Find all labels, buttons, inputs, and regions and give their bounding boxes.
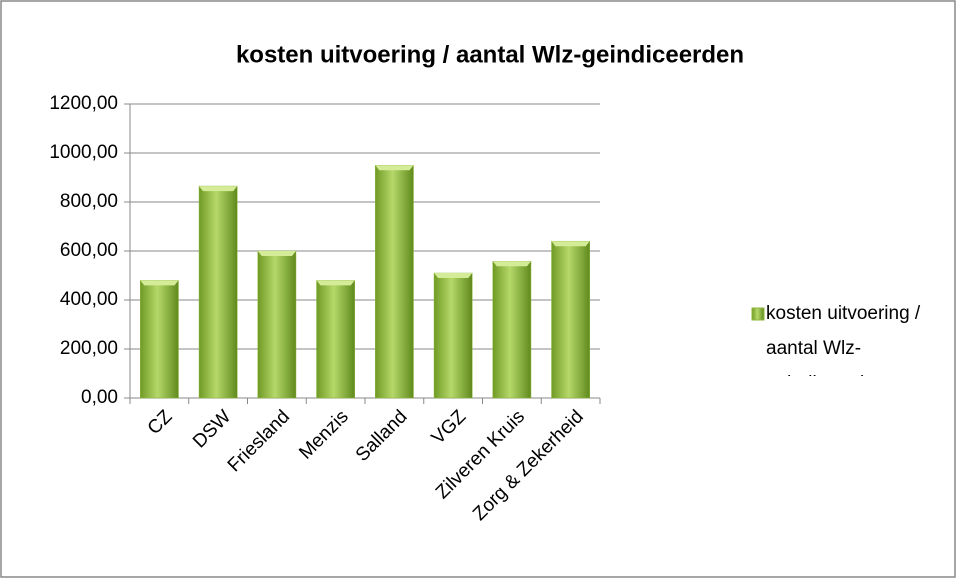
y-tick-label: 400,00 xyxy=(60,289,118,310)
bar-group xyxy=(316,280,355,399)
bar-bevel xyxy=(375,165,414,171)
bar-group xyxy=(375,165,414,399)
bar xyxy=(140,280,179,399)
bar-bevel xyxy=(199,186,238,192)
y-tick-label: 0,00 xyxy=(81,387,118,408)
bar xyxy=(551,240,590,399)
bar xyxy=(257,250,297,399)
legend-box: kosten uitvoering / aantal Wlz-geindicee… xyxy=(766,303,921,376)
y-tick-label: 1000,00 xyxy=(49,142,118,163)
bar-group xyxy=(198,185,238,399)
bar-bevel xyxy=(434,273,473,279)
y-tick-label: 600,00 xyxy=(60,240,118,261)
bar xyxy=(492,261,532,399)
bar xyxy=(198,185,238,399)
bar-bevel xyxy=(316,280,355,286)
bar xyxy=(375,165,414,399)
bar-group xyxy=(140,280,179,399)
bar-bevel xyxy=(257,251,296,256)
bar-bevel xyxy=(492,261,531,267)
bar-group xyxy=(492,261,532,399)
bar-bevel xyxy=(551,241,590,247)
bar xyxy=(433,272,473,399)
bar xyxy=(316,280,355,399)
bar-group xyxy=(257,250,297,399)
legend-marker xyxy=(751,307,765,321)
y-tick-label: 1200,00 xyxy=(49,93,118,114)
chart-title: kosten uitvoering / aantal Wlz-geindicee… xyxy=(236,41,744,68)
bar-bevel xyxy=(140,280,179,286)
y-tick-label: 800,00 xyxy=(60,191,118,212)
bar-group xyxy=(551,240,590,399)
bar-group xyxy=(433,272,473,399)
y-tick-label: 200,00 xyxy=(60,338,118,359)
legend-label: kosten uitvoering / aantal Wlz-geindicee… xyxy=(766,303,921,376)
